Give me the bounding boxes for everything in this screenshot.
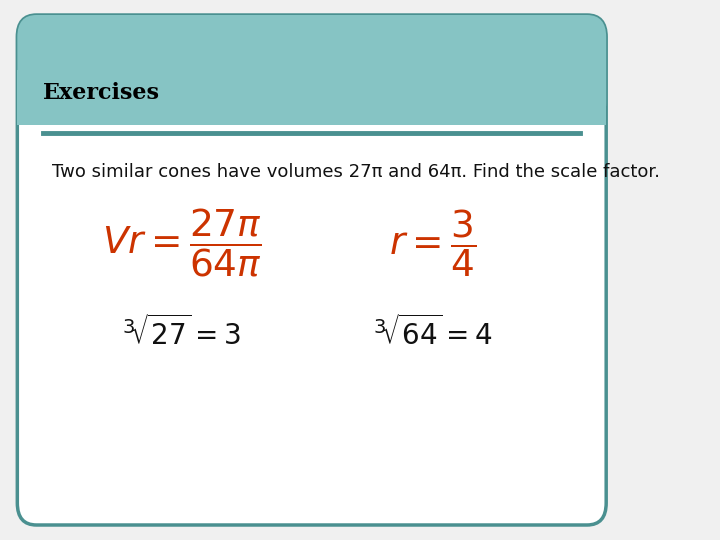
Bar bbox=[17, 70, 606, 125]
Text: Two similar cones have volumes 27π and 64π. Find the scale factor.: Two similar cones have volumes 27π and 6… bbox=[52, 163, 660, 181]
FancyBboxPatch shape bbox=[17, 15, 606, 125]
FancyBboxPatch shape bbox=[17, 15, 606, 525]
Text: $^3\!\sqrt{64} = 4$: $^3\!\sqrt{64} = 4$ bbox=[373, 315, 493, 351]
Text: $r = \dfrac{3}{4}$: $r = \dfrac{3}{4}$ bbox=[390, 207, 477, 279]
Text: Exercises: Exercises bbox=[43, 82, 161, 104]
Text: $\mathit{Vr} = \dfrac{27\pi}{64\pi}$: $\mathit{Vr} = \dfrac{27\pi}{64\pi}$ bbox=[102, 207, 262, 279]
Text: $^3\!\sqrt{27} = 3$: $^3\!\sqrt{27} = 3$ bbox=[122, 315, 241, 351]
